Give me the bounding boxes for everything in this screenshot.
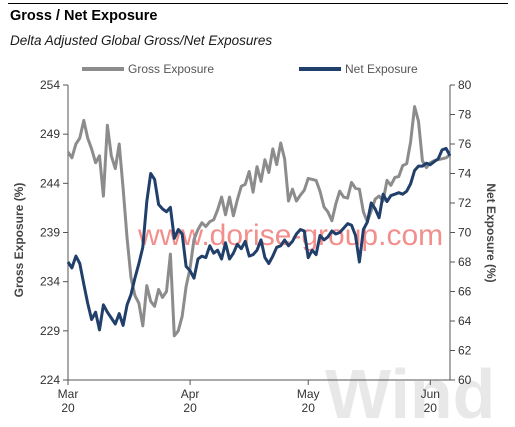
watermark-url: www.dorise-group.com [137,219,443,252]
x-tick-label-year: 20 [424,401,438,415]
right-tick-label: 80 [458,78,472,92]
right-axis-title: Net Exposure (%) [484,183,498,282]
x-tick-label-year: 20 [61,401,75,415]
left-tick-label: 249 [40,127,60,141]
left-tick-label: 229 [40,324,60,338]
title-rule [8,3,508,4]
right-tick-label: 60 [458,373,472,387]
left-tick-label: 244 [40,176,60,190]
right-tick-label: 70 [458,226,472,240]
right-axis-ticks: 60 62 64 66 68 70 72 74 76 78 80 [450,78,472,387]
legend-gross-label: Gross Exposure [128,62,214,76]
x-tick-label-month: Apr [181,387,200,401]
left-tick-label: 239 [40,226,60,240]
chart-subtitle: Delta Adjusted Global Gross/Net Exposure… [10,33,273,48]
net-exposure-line [66,146,452,332]
x-tick-label-month: Jun [421,387,440,401]
left-tick-label: 224 [40,373,60,387]
legend-net-label: Net Exposure [345,62,418,76]
left-axis-ticks: 224 229 234 239 244 249 254 [40,78,68,387]
right-tick-label: 68 [458,255,472,269]
left-tick-label: 254 [40,78,60,92]
right-tick-label: 64 [458,314,472,328]
x-tick-label-year: 20 [302,401,316,415]
x-tick-label-year: 20 [183,401,197,415]
right-tick-label: 76 [458,137,472,151]
right-tick-label: 62 [458,344,472,358]
right-tick-label: 66 [458,285,472,299]
x-tick-label-month: May [297,387,320,401]
right-tick-label: 72 [458,196,472,210]
right-tick-label: 78 [458,108,472,122]
left-tick-label: 234 [40,275,60,289]
watermark-brand: Wind [325,355,495,427]
x-tick-label-month: Mar [58,387,79,401]
chart-title: Gross / Net Exposure [10,8,158,24]
right-tick-label: 74 [458,167,472,181]
left-axis-title: Gross Exposure (%) [12,183,26,298]
gross-exposure-line [66,105,451,338]
